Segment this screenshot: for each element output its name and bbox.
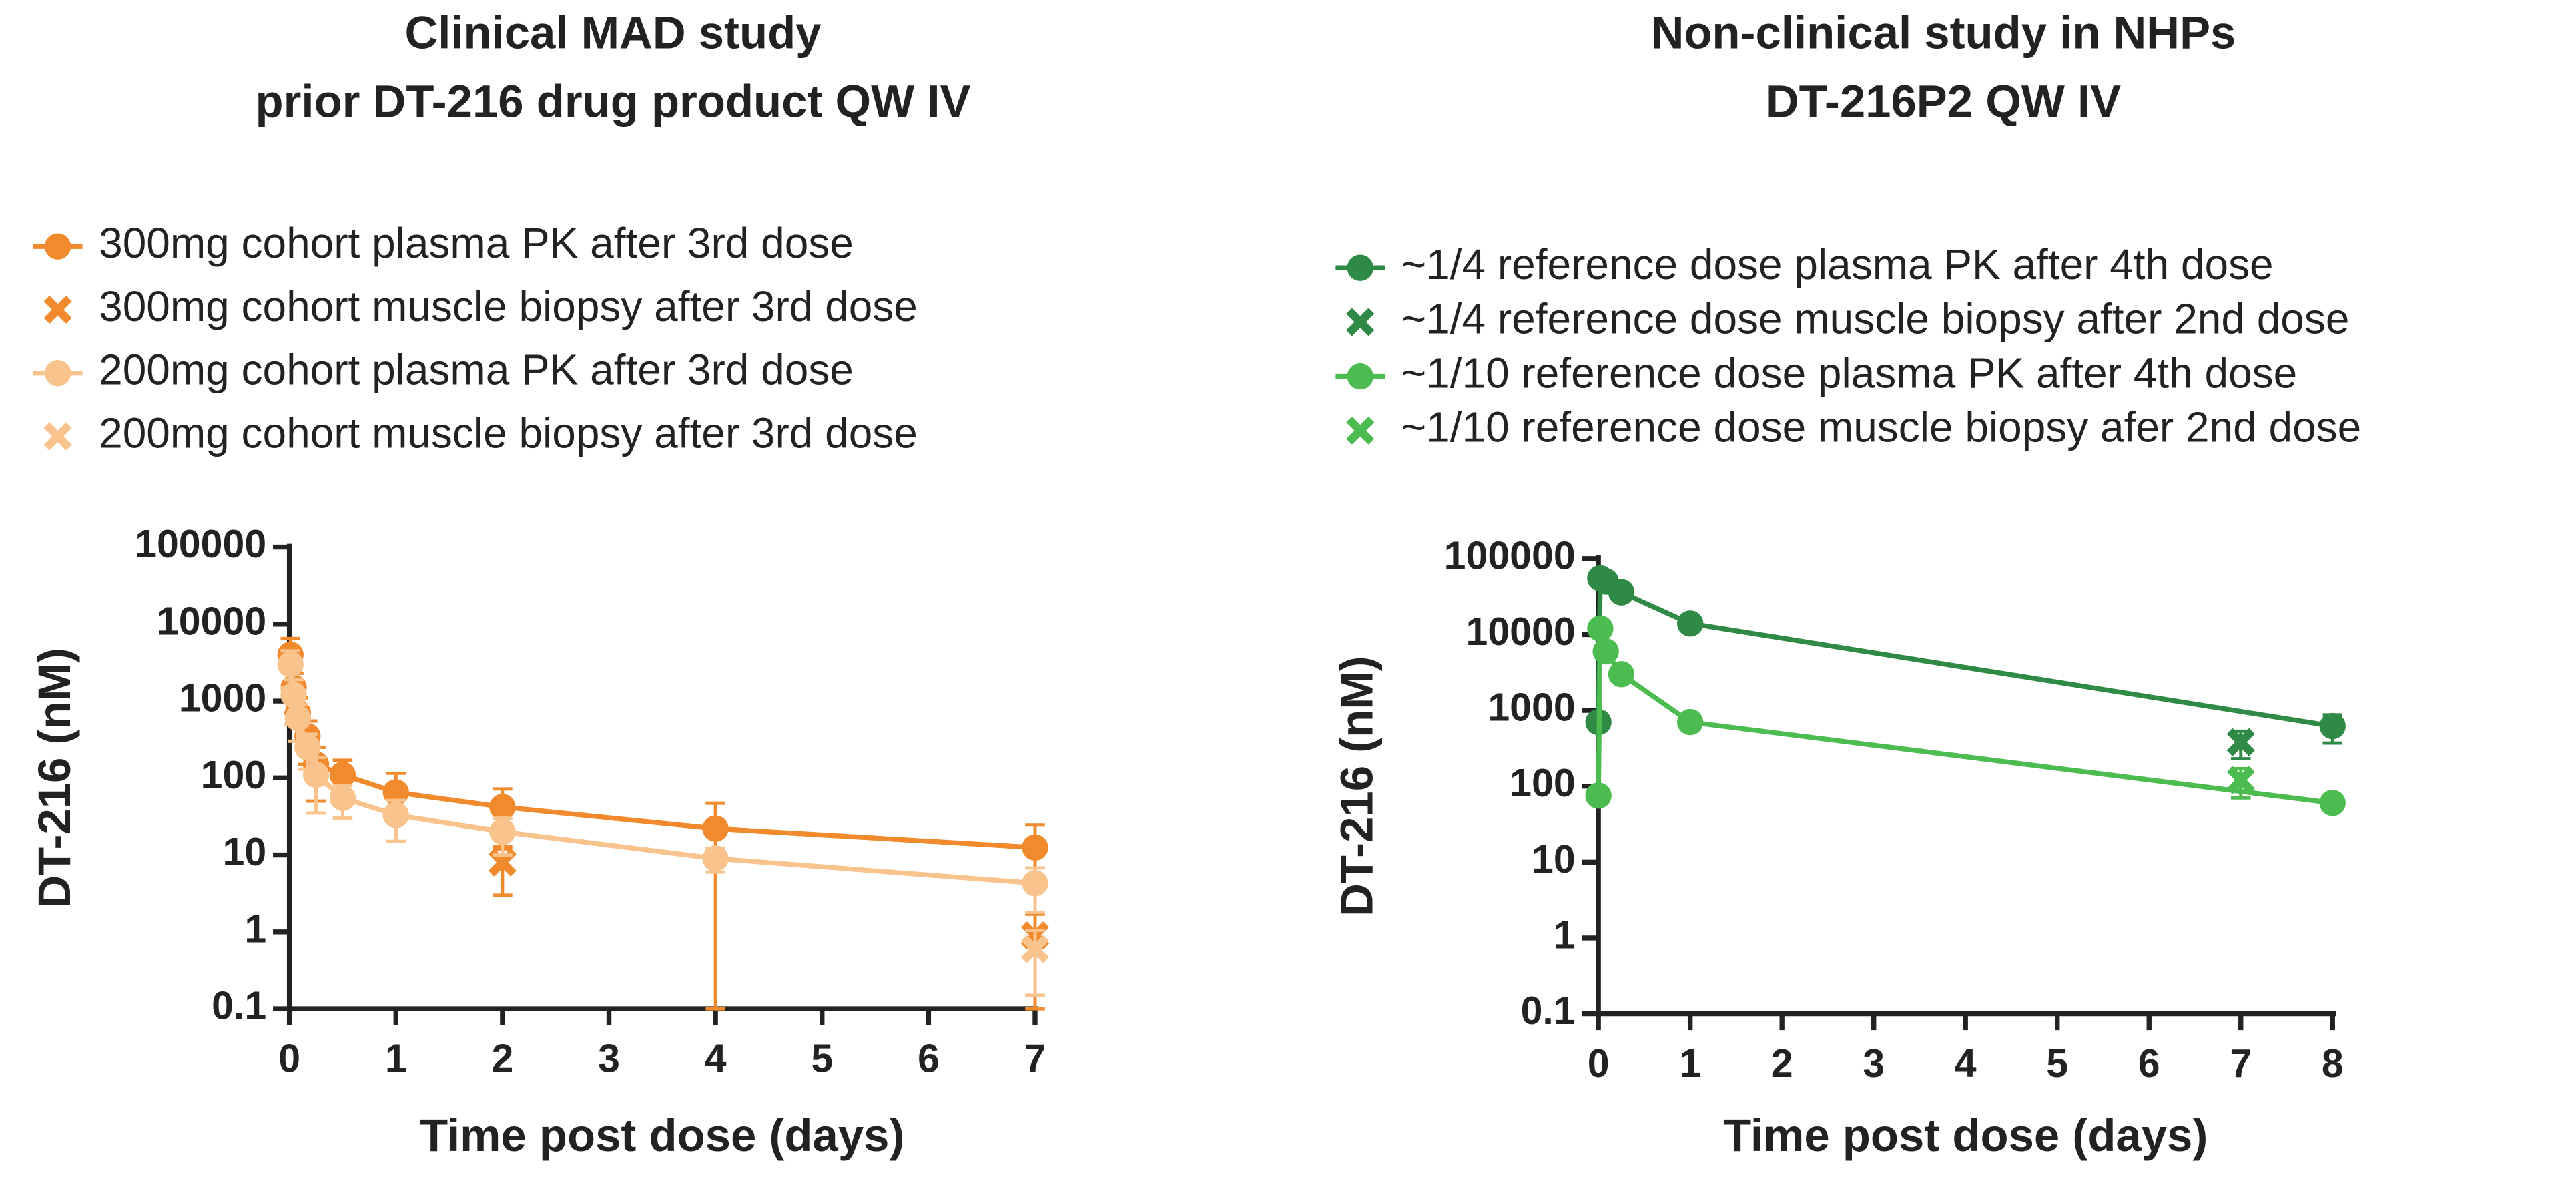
data-point — [284, 704, 312, 732]
data-point — [277, 651, 304, 678]
x-tick-label: 3 — [1863, 1041, 1885, 1086]
legend-marker — [44, 233, 71, 260]
y-tick-label: 10 — [223, 830, 267, 874]
data-point — [2226, 766, 2255, 794]
y-tick-label: 100 — [201, 753, 267, 797]
x-marker-stroke — [2226, 766, 2255, 794]
series-line — [1596, 573, 2333, 729]
data-point — [1022, 834, 1048, 861]
legend-label: ~1/4 reference dose muscle biopsy after … — [1401, 294, 2350, 342]
x-tick-label: 0 — [278, 1036, 300, 1080]
error-bar — [1025, 928, 1045, 997]
data-point — [1020, 935, 1050, 963]
legend-label: ~1/4 reference dose plasma PK after 4th … — [1401, 240, 2274, 288]
legend-marker — [1347, 254, 1373, 281]
y-axis-label: DT-216 (nM) — [29, 648, 80, 909]
data-point — [2319, 712, 2346, 740]
data-point — [329, 761, 356, 788]
y-tick-label: 100 — [1510, 761, 1576, 805]
x-tick-label: 5 — [2046, 1041, 2068, 1086]
y-tick-label: 0.1 — [212, 984, 266, 1028]
legend-marker — [1347, 363, 1373, 390]
y-axis-label: DT-216 (nM) — [1331, 656, 1382, 917]
x-marker-stroke — [43, 422, 72, 451]
data-point — [302, 761, 330, 788]
x-tick-label: 7 — [2230, 1041, 2252, 1086]
legend-label: ~1/10 reference dose muscle biopsy afer … — [1401, 403, 2361, 451]
y-tick-label: 0.1 — [1521, 989, 1576, 1033]
x-tick-label: 4 — [1955, 1041, 1977, 1086]
x-tick-label: 2 — [491, 1036, 513, 1080]
x-tick-label: 7 — [1024, 1036, 1046, 1080]
chart-title: DT-216P2 QW IV — [1766, 76, 2121, 128]
data-point — [1587, 615, 1614, 642]
x-tick-label: 2 — [1771, 1041, 1793, 1086]
legend-marker — [1346, 416, 1375, 445]
chart-title: prior DT-216 drug product QW IV — [256, 76, 971, 128]
x-marker-stroke — [1346, 416, 1375, 445]
legend-marker — [44, 359, 71, 387]
data-point — [1676, 708, 1704, 736]
data-point — [702, 815, 729, 842]
x-tick-label: 8 — [2322, 1041, 2344, 1086]
y-tick-label: 100000 — [135, 522, 266, 566]
chart-title: Clinical MAD study — [404, 7, 821, 58]
data-point — [2226, 728, 2255, 756]
data-point — [329, 784, 356, 811]
x-marker-stroke — [43, 295, 72, 324]
legend-label: 200mg cohort plasma PK after 3rd dose — [99, 346, 854, 394]
legend-marker — [1346, 308, 1375, 336]
x-axis-label: Time post dose (days) — [420, 1110, 904, 1161]
data-point — [1585, 782, 1612, 809]
legend-label: ~1/10 reference dose plasma PK after 4th… — [1401, 349, 2297, 397]
data-point — [1592, 638, 1619, 665]
legend-marker — [43, 295, 72, 324]
data-point — [382, 802, 409, 829]
data-point — [280, 682, 307, 708]
legend-marker — [43, 422, 72, 451]
data-point — [1022, 870, 1048, 897]
y-tick-label: 1000 — [1488, 686, 1575, 730]
y-tick-label: 1 — [244, 907, 266, 951]
x-tick-label: 6 — [2138, 1041, 2160, 1086]
x-marker-stroke — [1346, 308, 1375, 336]
data-point — [1608, 579, 1635, 606]
y-tick-label: 1000 — [179, 676, 266, 720]
x-tick-label: 1 — [1679, 1041, 1701, 1086]
y-tick-label: 10000 — [1466, 610, 1575, 654]
data-point — [489, 794, 516, 820]
data-point — [489, 818, 516, 845]
chart-title: Non-clinical study in NHPs — [1651, 7, 2236, 58]
y-tick-label: 10 — [1532, 837, 1576, 881]
legend-label: 300mg cohort plasma PK after 3rd dose — [99, 219, 854, 267]
legend-label: 300mg cohort muscle biopsy after 3rd dos… — [99, 282, 918, 330]
x-tick-label: 1 — [385, 1036, 407, 1080]
data-point — [1676, 610, 1704, 637]
x-tick-label: 5 — [811, 1036, 833, 1080]
x-axis-label: Time post dose (days) — [1723, 1110, 2208, 1161]
legend-label: 200mg cohort muscle biopsy after 3rd dos… — [99, 409, 918, 457]
data-point — [1608, 661, 1635, 688]
x-tick-label: 6 — [918, 1036, 940, 1080]
y-tick-label: 10000 — [157, 599, 266, 643]
data-point — [2319, 790, 2346, 816]
series-line — [1596, 628, 2333, 806]
data-point — [294, 734, 321, 761]
y-tick-label: 100000 — [1444, 533, 1576, 577]
x-marker-stroke — [1020, 935, 1050, 963]
x-tick-label: 3 — [598, 1036, 620, 1080]
x-tick-label: 4 — [705, 1036, 727, 1080]
x-marker-stroke — [2226, 728, 2255, 756]
data-point — [702, 845, 729, 872]
x-tick-label: 0 — [1588, 1041, 1610, 1086]
y-tick-label: 1 — [1554, 913, 1576, 957]
